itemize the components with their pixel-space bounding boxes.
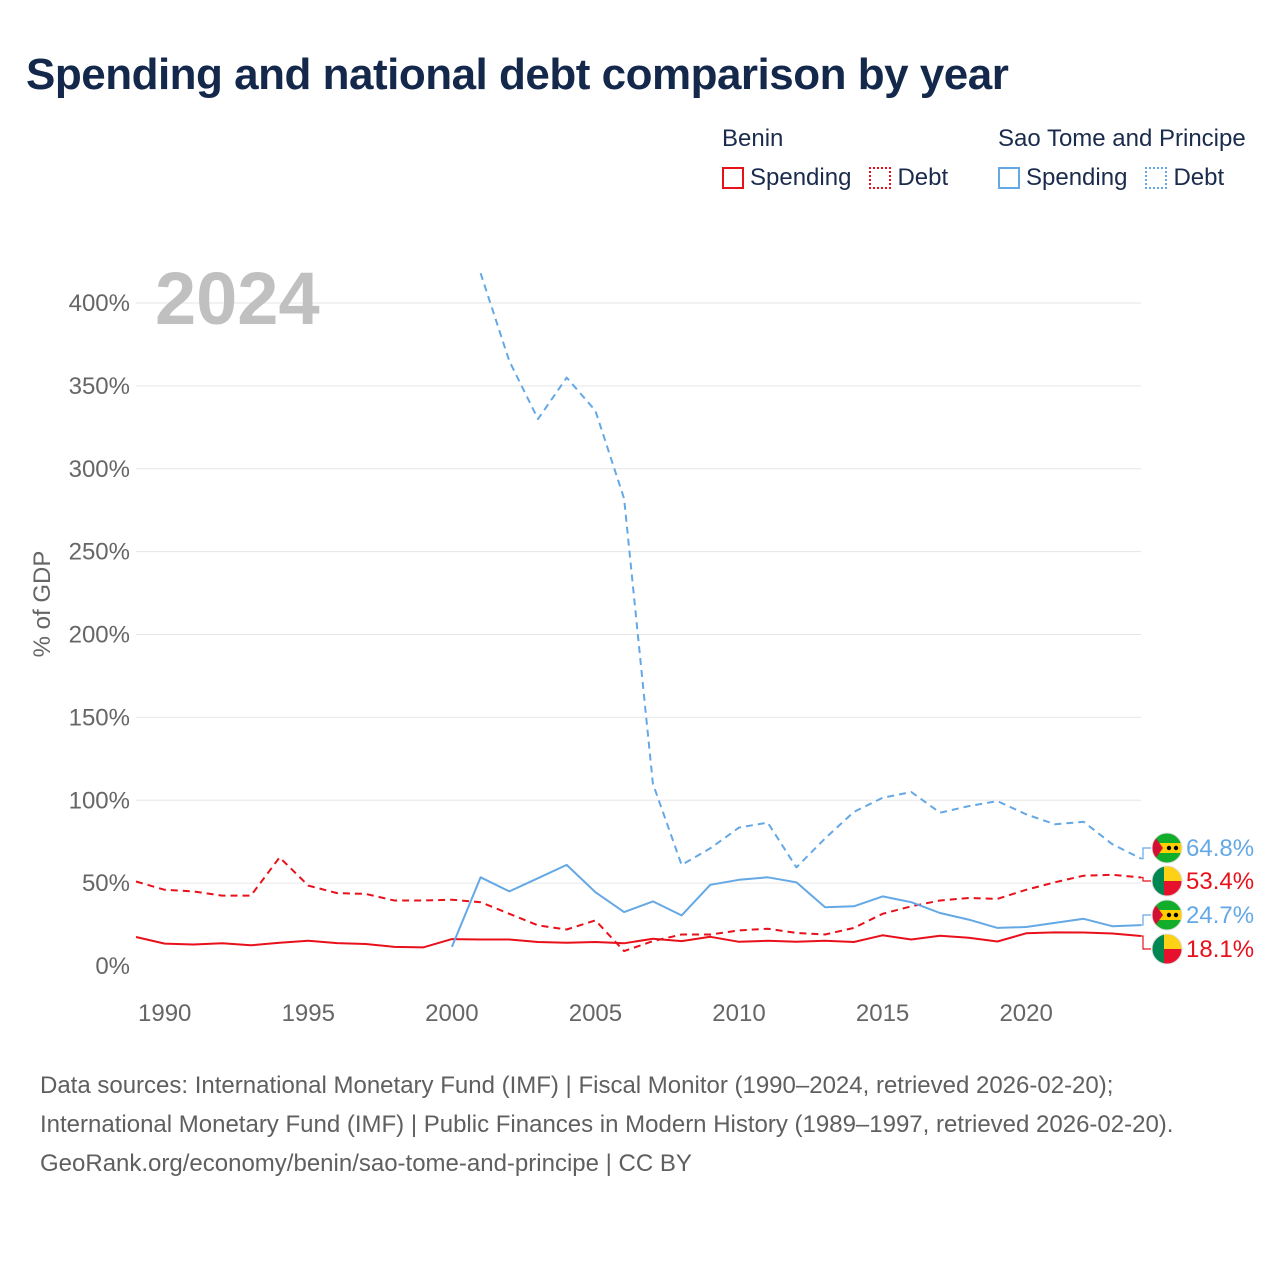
legend-sao-tome-spending-label: Spending	[1026, 164, 1128, 191]
legend-benin-spending[interactable]: Spending	[722, 164, 851, 192]
legend-benin-debt-swatch	[869, 167, 892, 189]
x-tick-label: 2010	[712, 1000, 765, 1027]
x-tick-label: 2000	[425, 1000, 478, 1027]
x-axis-ticks: 1990 1995 2000 2005 2010 2015 2020	[138, 1000, 1053, 1027]
y-tick-label: 150%	[69, 704, 130, 731]
line-chart: 2024 0% 50% 100% 150% 200% 250% 300% 350% 400% 1…	[29, 257, 1254, 1027]
x-tick-label: 2015	[856, 1000, 909, 1027]
end-value-label: 64.8%	[1186, 835, 1254, 862]
footer: Data sources: International Monetary Fun…	[40, 1066, 1240, 1183]
series-line	[135, 856, 1142, 953]
sao-tome-flag-icon	[1151, 899, 1183, 931]
x-tick-label: 1990	[138, 1000, 191, 1027]
y-tick-label: 200%	[69, 622, 130, 649]
credit-link[interactable]: GeoRank.org/economy/benin/sao-tome-and-p…	[40, 1150, 692, 1177]
legend-sao-tome-debt-label: Debt	[1173, 164, 1225, 191]
y-tick-label: 50%	[82, 870, 130, 897]
x-tick-label: 1995	[282, 1000, 335, 1027]
legend-sao-tome-spending[interactable]: Spending	[998, 164, 1127, 192]
series-line	[450, 863, 1142, 948]
y-axis-label: % of GDP	[29, 551, 56, 658]
year-watermark: 2024	[155, 257, 320, 340]
y-tick-label: 100%	[69, 787, 130, 814]
end-labels: 64.8% 53.4% 24.7% 18.1%	[1141, 832, 1254, 965]
legend-sao-tome: Sao Tome and Principe Spending Debt	[998, 122, 1246, 192]
series-line	[135, 931, 1142, 949]
legend-sao-tome-debt-swatch	[1145, 167, 1168, 189]
grid-lines	[136, 302, 1141, 884]
x-tick-label: 2020	[999, 1000, 1052, 1027]
y-tick-label: 350%	[69, 373, 130, 400]
end-value-label: 18.1%	[1186, 936, 1254, 963]
chart-title: Spending and national debt comparison by…	[26, 50, 1009, 99]
series-line	[479, 272, 1142, 869]
x-tick-label: 2005	[569, 1000, 622, 1027]
legend-benin-spending-label: Spending	[750, 164, 852, 191]
y-tick-label: 250%	[69, 539, 130, 566]
end-label-leader	[1141, 847, 1151, 860]
y-tick-label: 0%	[95, 953, 130, 980]
y-tick-label: 400%	[69, 290, 130, 317]
legend-benin: Benin Spending Debt	[722, 122, 948, 192]
data-sources: Data sources: International Monetary Fun…	[40, 1072, 1174, 1138]
y-tick-label: 300%	[69, 456, 130, 483]
legend-sao-tome-debt[interactable]: Debt	[1145, 164, 1224, 192]
end-label-leader	[1141, 876, 1151, 882]
legend-benin-debt-label: Debt	[897, 164, 949, 191]
legend-sao-tome-title: Sao Tome and Principe	[998, 125, 1246, 152]
legend-benin-title: Benin	[722, 125, 784, 152]
benin-flag-icon	[1151, 865, 1183, 897]
y-axis-ticks: 0% 50% 100% 150% 200% 250% 300% 350% 400%	[69, 290, 130, 980]
legend-sao-tome-spending-swatch	[998, 167, 1020, 189]
end-value-label: 53.4%	[1186, 868, 1254, 895]
sao-tome-flag-icon	[1151, 832, 1183, 864]
end-value-label: 24.7%	[1186, 902, 1254, 929]
legend-benin-debt[interactable]: Debt	[869, 164, 948, 192]
end-label-leader	[1141, 935, 1151, 950]
legend-benin-spending-swatch	[722, 167, 744, 189]
benin-flag-icon	[1151, 933, 1183, 965]
end-label-leader	[1141, 914, 1151, 926]
series-lines	[135, 272, 1142, 953]
